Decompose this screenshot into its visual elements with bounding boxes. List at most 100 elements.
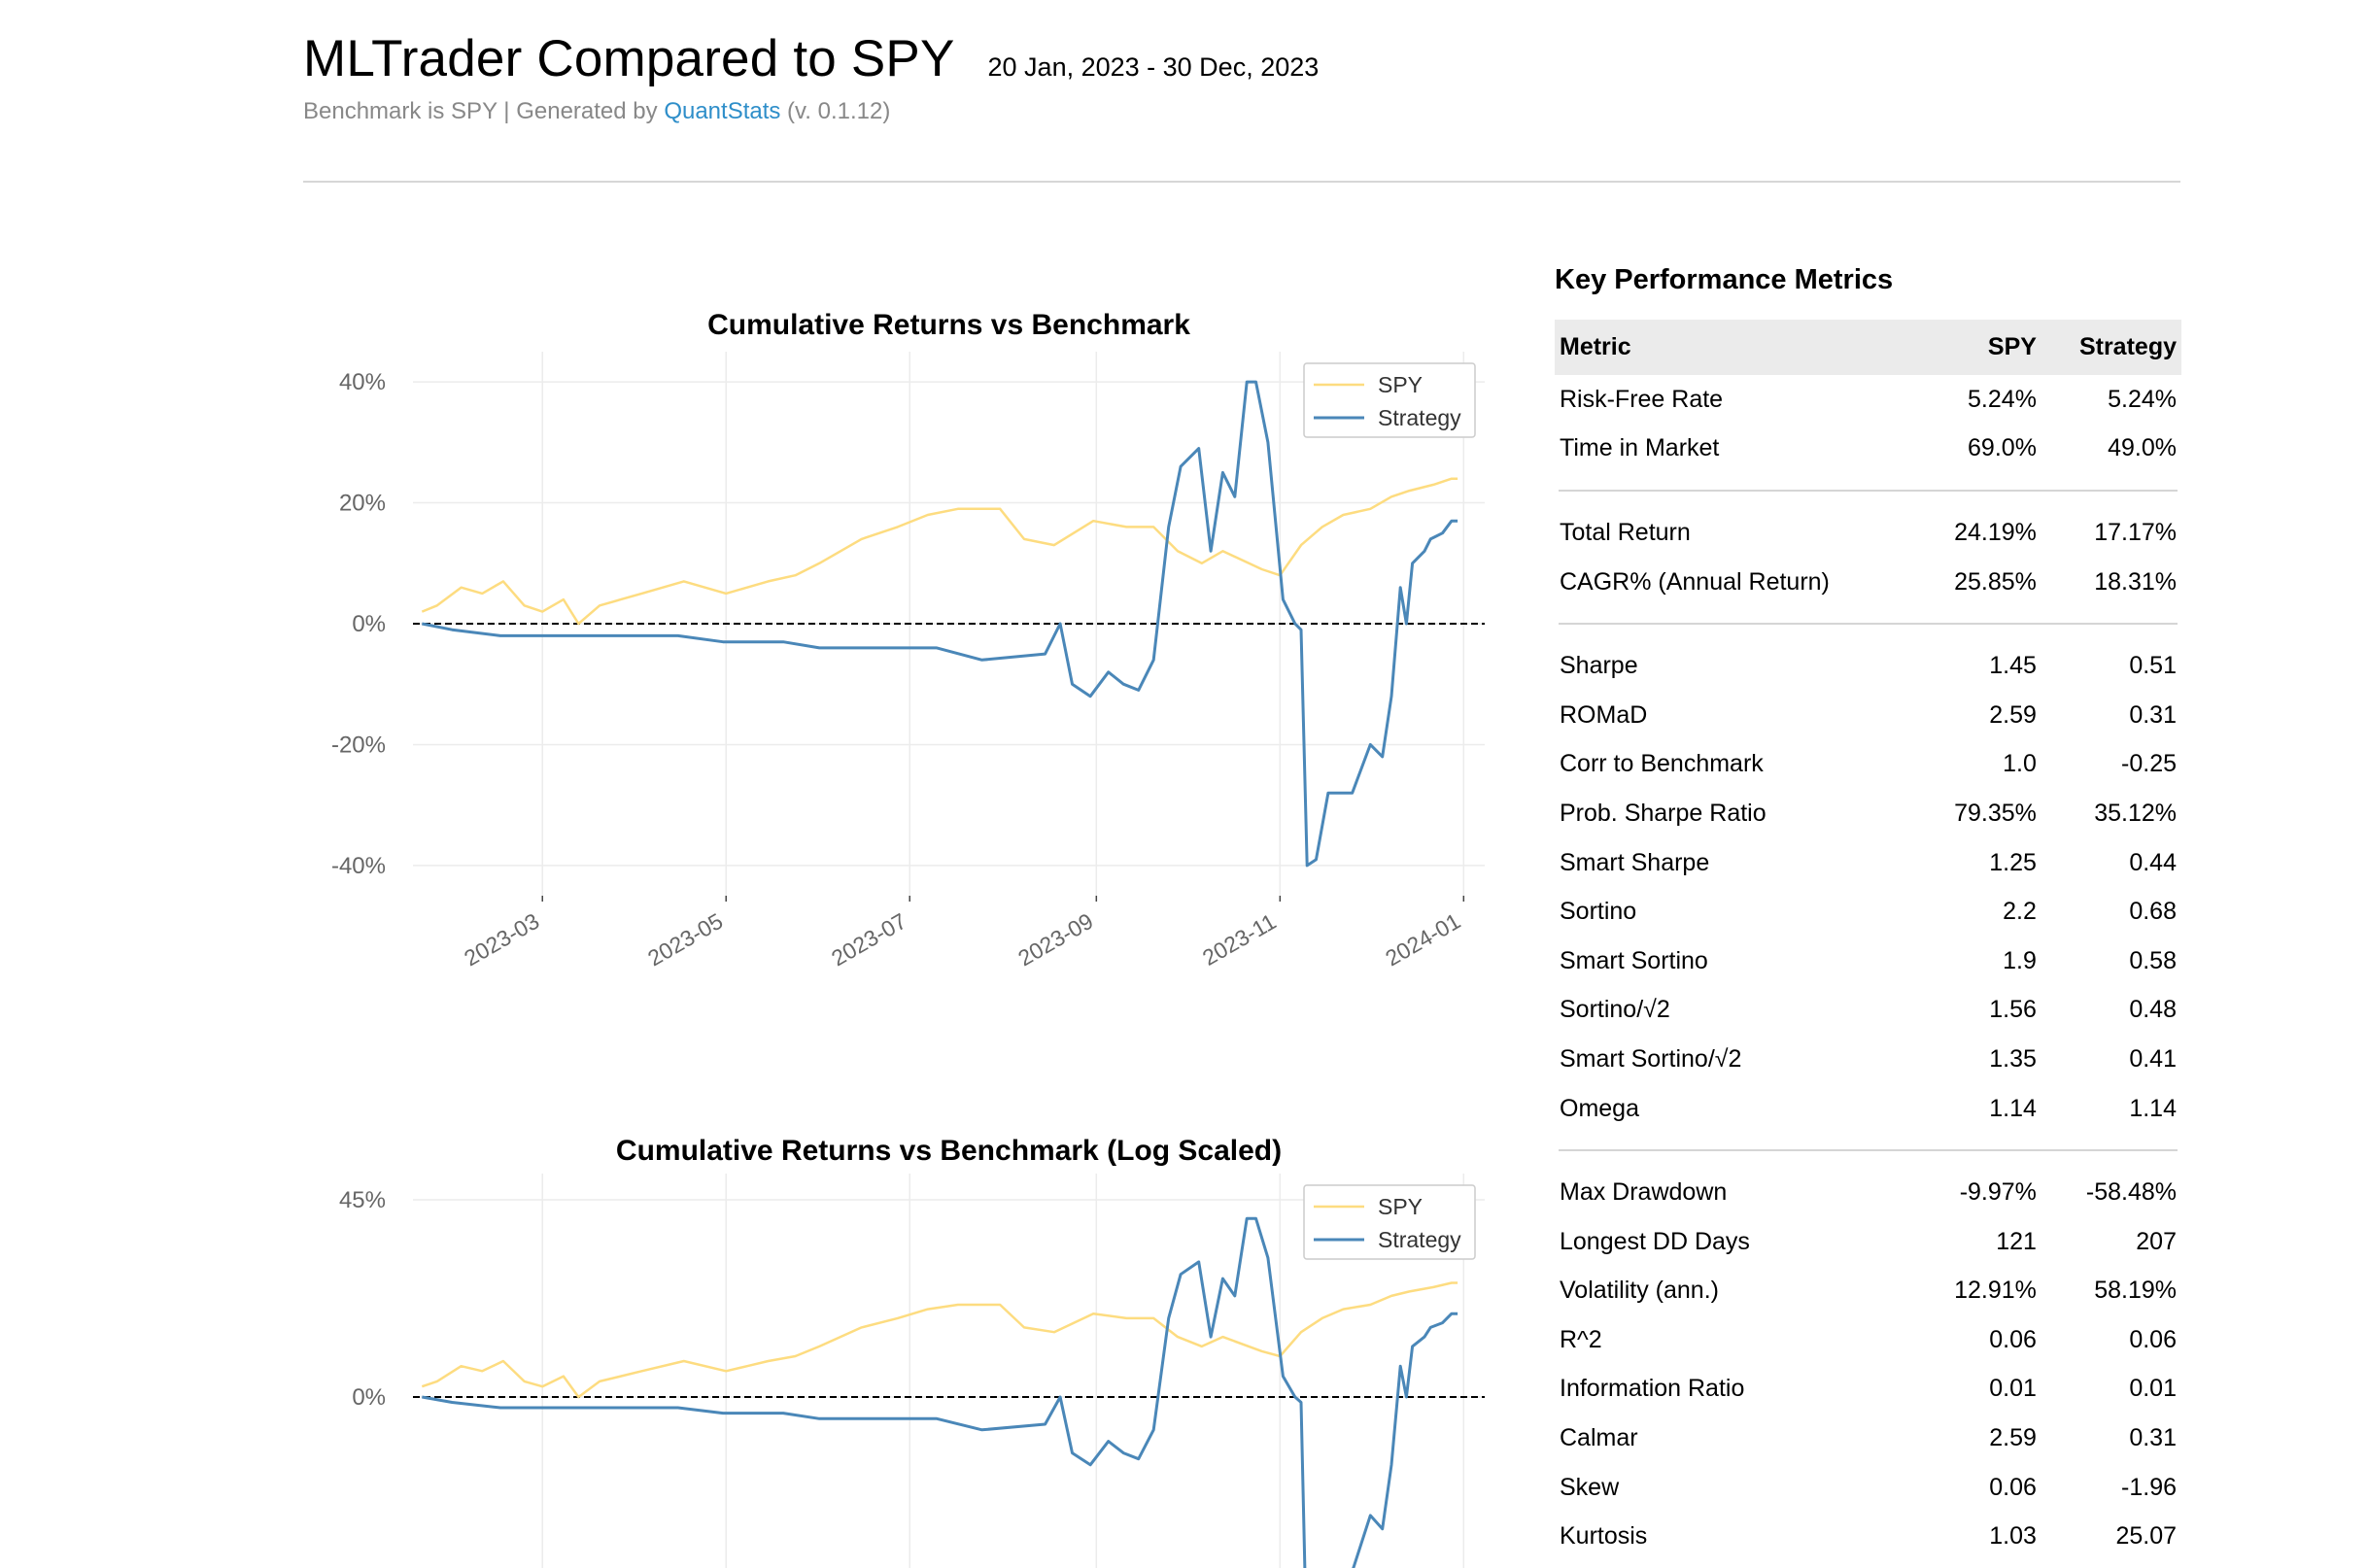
y-tick-label: 45% — [339, 1187, 386, 1213]
spy-series-line — [421, 477, 1458, 626]
metric-name: Skew — [1560, 1473, 1620, 1501]
metric-spy-value: 25.85% — [1954, 567, 2037, 596]
metric-row: Prob. Sharpe Ratio 79.35% 35.12% — [1555, 789, 2181, 838]
metric-spy-value: 12.91% — [1954, 1277, 2037, 1305]
spy-series-line — [421, 1281, 1458, 1399]
metric-spy-value: 2.59 — [1989, 700, 2037, 729]
metric-name: Volatility (ann.) — [1560, 1277, 1719, 1305]
metric-name: Sortino — [1560, 898, 1637, 926]
metrics-body: Risk-Free Rate 5.24% 5.24% Time in Market 69… — [1555, 375, 2181, 1561]
metric-spy-value: 0.06 — [1989, 1325, 2037, 1353]
metric-row: Smart Sortino 1.9 0.58 — [1555, 937, 2181, 986]
metric-strategy-value: 25.07 — [2115, 1522, 2177, 1551]
metrics-group-divider — [1555, 606, 2181, 641]
date-range: 20 Jan, 2023 - 30 Dec, 2023 — [987, 52, 1320, 82]
metric-spy-value: 69.0% — [1968, 434, 2037, 462]
y-tick-label: 40% — [339, 369, 386, 395]
metric-strategy-value: 0.68 — [2129, 898, 2177, 926]
metric-row: ROMaD 2.59 0.31 — [1555, 691, 2181, 740]
metric-name: Calmar — [1560, 1424, 1638, 1452]
report-subtitle: Benchmark is SPY | Generated by QuantSta… — [303, 98, 1319, 125]
legend-label: SPY — [1378, 1194, 1423, 1219]
metric-name: Smart Sharpe — [1560, 848, 1710, 876]
metric-spy-value: 1.14 — [1989, 1094, 2037, 1122]
metric-row: Sortino/√2 1.56 0.48 — [1555, 986, 2181, 1036]
page-title: MLTrader Compared to SPY — [303, 30, 955, 87]
metric-row: Sortino 2.2 0.68 — [1555, 887, 2181, 937]
metric-name: Kurtosis — [1560, 1522, 1648, 1551]
chart-title: Cumulative Returns vs Benchmark — [707, 309, 1190, 341]
metric-row: Omega 1.14 1.14 — [1555, 1084, 2181, 1134]
metric-strategy-value: 5.24% — [2108, 385, 2177, 413]
metric-strategy-value: 0.58 — [2129, 946, 2177, 974]
metric-spy-value: 1.0 — [2003, 750, 2037, 778]
metric-spy-value: 1.25 — [1989, 848, 2037, 876]
metric-name: Time in Market — [1560, 434, 1720, 462]
header-divider — [303, 181, 2180, 183]
metric-strategy-value: 17.17% — [2094, 518, 2177, 546]
strategy-column-header: Strategy — [2078, 333, 2177, 360]
metric-spy-value: 1.9 — [2003, 946, 2037, 974]
chart-legend: SPY Strategy — [1303, 1184, 1476, 1260]
metric-spy-value: 121 — [1996, 1227, 2037, 1255]
metrics-title: Key Performance Metrics — [1555, 264, 1894, 295]
strategy-series-line — [422, 380, 1458, 868]
title-row: MLTrader Compared to SPY 20 Jan, 2023 - … — [303, 29, 1319, 88]
metric-name: Sortino/√2 — [1560, 996, 1670, 1024]
subtitle-prefix: Benchmark is SPY | Generated by — [303, 98, 665, 124]
metric-row: Max Drawdown -9.97% -58.48% — [1555, 1168, 2181, 1217]
metric-name: Prob. Sharpe Ratio — [1560, 799, 1767, 827]
metric-strategy-value: 0.31 — [2129, 1424, 2177, 1452]
metric-spy-value: 1.03 — [1989, 1522, 2037, 1551]
metric-spy-value: 2.2 — [2003, 898, 2037, 926]
metric-name: Longest DD Days — [1560, 1227, 1750, 1255]
strategy-series-line — [422, 1216, 1458, 1568]
metric-strategy-value: 0.44 — [2129, 848, 2177, 876]
x-tick-label: 2024-01 — [1381, 908, 1464, 971]
metric-row: Risk-Free Rate 5.24% 5.24% — [1555, 375, 2181, 425]
log-scaled-returns-svg: Cumulative Returns vs Benchmark (Log Sca… — [339, 1135, 1485, 1568]
metric-row: Information Ratio 0.01 0.01 — [1555, 1365, 2181, 1415]
key-performance-metrics: Key Performance Metrics Metric SPY Strat… — [1555, 264, 2181, 1561]
y-tick-label: 0% — [352, 1384, 386, 1411]
metric-strategy-value: 0.51 — [2129, 652, 2177, 680]
legend-label: SPY — [1378, 372, 1423, 397]
legend-label: Strategy — [1378, 1227, 1461, 1252]
legend-label: Strategy — [1378, 405, 1461, 430]
metric-name: Risk-Free Rate — [1560, 385, 1724, 413]
y-tick-label: -20% — [331, 732, 386, 758]
metric-name: Smart Sortino/√2 — [1560, 1044, 1742, 1073]
metric-row: Skew 0.06 -1.96 — [1555, 1463, 2181, 1513]
metric-strategy-value: 58.19% — [2094, 1277, 2177, 1305]
chart-title: Cumulative Returns vs Benchmark (Log Sca… — [616, 1135, 1282, 1167]
metric-name: Total Return — [1560, 518, 1691, 546]
x-tick-label: 2023-03 — [460, 908, 543, 971]
metric-spy-value: 5.24% — [1968, 385, 2037, 413]
metric-row: Total Return 24.19% 17.17% — [1555, 508, 2181, 558]
metric-strategy-value: 0.41 — [2129, 1044, 2177, 1073]
metric-strategy-value: 0.01 — [2129, 1375, 2177, 1403]
metric-strategy-value: -58.48% — [2085, 1178, 2177, 1207]
metric-name: R^2 — [1560, 1325, 1602, 1353]
metrics-header-row: Metric SPY Strategy — [1555, 320, 2181, 375]
x-tick-label: 2023-05 — [643, 908, 727, 971]
metric-row: Corr to Benchmark 1.0 -0.25 — [1555, 740, 2181, 790]
metric-row: Sharpe 1.45 0.51 — [1555, 641, 2181, 691]
metric-spy-value: 79.35% — [1954, 799, 2037, 827]
log-scaled-returns-chart: Cumulative Returns vs Benchmark (Log Sca… — [301, 1127, 1526, 1568]
metric-spy-value: 0.06 — [1989, 1473, 2037, 1501]
metric-row: Longest DD Days 121 207 — [1555, 1217, 2181, 1267]
metric-name: ROMaD — [1560, 700, 1648, 729]
metric-spy-value: 0.01 — [1989, 1375, 2037, 1403]
x-tick-label: 2023-11 — [1198, 908, 1281, 971]
x-tick-label: 2023-07 — [827, 908, 910, 971]
subtitle-suffix: (v. 0.1.12) — [780, 98, 891, 124]
metrics-group-divider — [1555, 1133, 2181, 1168]
metric-row: CAGR% (Annual Return) 25.85% 18.31% — [1555, 558, 2181, 607]
metric-spy-value: 1.35 — [1989, 1044, 2037, 1073]
metric-row: Kurtosis 1.03 25.07 — [1555, 1512, 2181, 1561]
quantstats-link[interactable]: QuantStats — [664, 98, 781, 124]
metric-strategy-value: -1.96 — [2121, 1473, 2177, 1501]
metric-strategy-value: 49.0% — [2108, 434, 2177, 462]
metric-spy-value: 2.59 — [1989, 1424, 2037, 1452]
